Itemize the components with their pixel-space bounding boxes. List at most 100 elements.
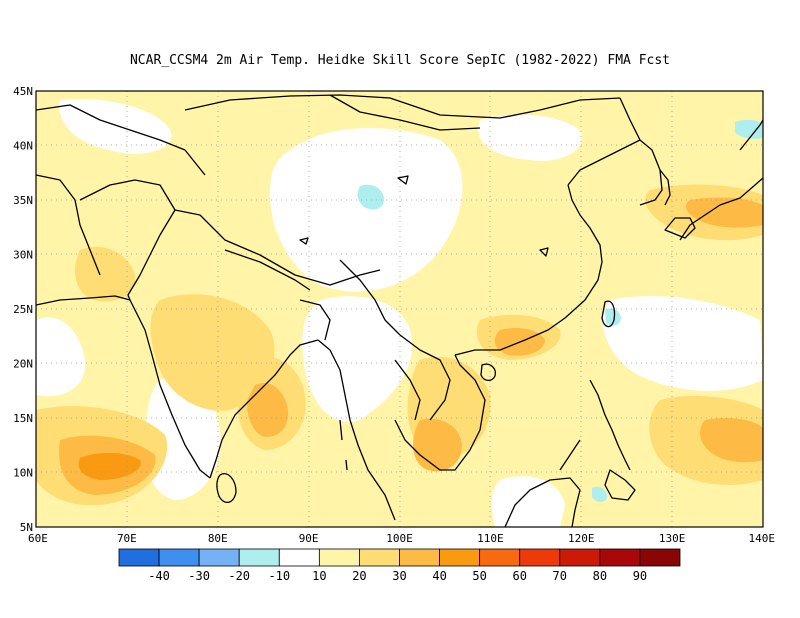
coast-hainan bbox=[480, 363, 496, 382]
border-india-pakistan bbox=[127, 254, 151, 301]
lon-tick-label: 90E bbox=[299, 532, 319, 545]
shade-40-bay-of-bengal bbox=[247, 382, 289, 437]
lon-tick-label: 130E bbox=[659, 532, 686, 545]
lat-tick-label: 20N bbox=[13, 358, 33, 371]
colorbar-tick-label: 90 bbox=[633, 569, 647, 583]
border-myanmar-china bbox=[339, 259, 401, 336]
shade-40-gulf-of-thailand bbox=[413, 418, 462, 472]
shade-white-indochina bbox=[302, 296, 412, 422]
lon-tick-label: 120E bbox=[568, 532, 595, 545]
colorbar-swatch bbox=[238, 548, 280, 567]
lat-tick-label: 40N bbox=[13, 140, 33, 153]
border-central-asia bbox=[36, 104, 206, 176]
colorbar-tick-label: -30 bbox=[188, 569, 210, 583]
coast-south-china bbox=[454, 279, 599, 356]
coast-kyushu-shikoku bbox=[664, 217, 696, 239]
colorbar-swatch bbox=[198, 548, 240, 567]
colorbar-swatch bbox=[599, 548, 641, 567]
latitude-tick-labels: 5N 10N 15N 20N 25N 30N 35N 40N 45N bbox=[13, 85, 33, 534]
colorbar-tick-label: 60 bbox=[512, 569, 526, 583]
shade-40-japan bbox=[685, 197, 763, 228]
colorbar-swatch bbox=[479, 548, 521, 567]
lat-tick-label: 25N bbox=[13, 303, 33, 316]
colorbar-swatch bbox=[559, 548, 601, 567]
coast-india-east bbox=[209, 339, 319, 479]
border-laos-vietnam bbox=[399, 334, 451, 421]
colorbar-tick-label: 70 bbox=[553, 569, 567, 583]
shade-neg-philippines bbox=[592, 486, 608, 503]
colorbar-tick-label: -40 bbox=[148, 569, 170, 583]
coast-luzon bbox=[589, 379, 631, 471]
colorbar-tick-label: 50 bbox=[472, 569, 486, 583]
shade-white-west-pacific bbox=[602, 296, 763, 391]
coast-india-west bbox=[144, 329, 211, 479]
border-afghanistan-pakistan bbox=[79, 179, 176, 256]
border-russia-china bbox=[184, 94, 621, 119]
colorbar-legend: -40 -30 -20 -10 10 20 30 40 50 60 70 80 90 bbox=[118, 548, 681, 583]
coast-andaman-islands bbox=[339, 419, 348, 471]
colorbar-swatch bbox=[439, 548, 481, 567]
map-plot-area bbox=[36, 91, 763, 527]
coast-bohai-korea bbox=[567, 139, 663, 206]
border-bangladesh bbox=[299, 299, 331, 341]
colorbar-swatch bbox=[399, 548, 440, 567]
longitude-tick-labels: 60E 70E 80E 90E 100E 110E 120E 130E 140E bbox=[28, 532, 775, 545]
lon-tick-label: 70E bbox=[117, 532, 137, 545]
shade-neg-korea-north bbox=[735, 119, 763, 139]
colorbar-swatch bbox=[519, 548, 561, 567]
border-nepal-bhutan bbox=[224, 249, 311, 291]
coast-indochina bbox=[394, 354, 486, 471]
shade-white-arabia-coast bbox=[36, 317, 86, 397]
lakes-tibet bbox=[299, 175, 549, 257]
coast-sri-lanka bbox=[216, 473, 237, 503]
shade-30-pakistan bbox=[75, 246, 136, 302]
shade-white-tibet bbox=[270, 128, 463, 292]
border-himalaya bbox=[174, 209, 381, 286]
coast-borneo bbox=[504, 477, 581, 527]
lon-tick-label: 110E bbox=[477, 532, 504, 545]
colorbar-tick-label: 40 bbox=[432, 569, 446, 583]
border-china-korea bbox=[619, 97, 641, 141]
coast-japan bbox=[679, 177, 763, 241]
lon-tick-label: 140E bbox=[749, 532, 776, 545]
colorbar-swatch bbox=[278, 548, 320, 567]
skill-shading bbox=[36, 99, 763, 527]
lat-tick-label: 10N bbox=[13, 467, 33, 480]
colorbar-swatch bbox=[158, 548, 200, 567]
lon-tick-label: 60E bbox=[28, 532, 48, 545]
graticule-grid bbox=[36, 91, 763, 527]
coast-japan-north bbox=[739, 119, 763, 151]
coast-palawan bbox=[559, 439, 581, 471]
shade-neg-taiwan-strait bbox=[605, 308, 621, 326]
lat-tick-label: 30N bbox=[13, 249, 33, 262]
coast-korea-east bbox=[659, 169, 671, 206]
colorbar-tick-label: 20 bbox=[352, 569, 366, 583]
colorbar-swatch bbox=[359, 548, 400, 567]
lat-tick-label: 5N bbox=[20, 521, 33, 534]
shade-50-arabian-sea-max bbox=[78, 452, 141, 480]
shade-white-borneo bbox=[491, 476, 565, 527]
lon-tick-label: 80E bbox=[208, 532, 228, 545]
coast-mindanao bbox=[604, 469, 636, 501]
map-frame bbox=[35, 90, 764, 528]
coastlines-and-borders bbox=[36, 94, 763, 527]
map-title: NCAR_CCSM4 2m Air Temp. Heidke Skill Sco… bbox=[130, 53, 670, 68]
coast-east-china bbox=[567, 184, 603, 281]
colorbar-swatch bbox=[318, 548, 360, 567]
colorbar-tick-label: 30 bbox=[392, 569, 406, 583]
shade-white-north-china bbox=[478, 114, 582, 161]
colorbar-tick-label: 80 bbox=[593, 569, 607, 583]
colorbar-swatch bbox=[639, 548, 681, 567]
colorbar-tick-label: -20 bbox=[228, 569, 250, 583]
colorbar-tick-label: -10 bbox=[268, 569, 290, 583]
border-thailand-cambodia bbox=[394, 359, 421, 421]
lon-tick-label: 100E bbox=[386, 532, 413, 545]
colorbar-tick-label: 10 bbox=[312, 569, 326, 583]
shade-40-philippine-sea bbox=[700, 417, 763, 463]
border-mongolia bbox=[329, 94, 481, 131]
coast-taiwan bbox=[601, 300, 616, 328]
lat-tick-label: 45N bbox=[13, 85, 33, 98]
colorbar-swatch bbox=[118, 548, 160, 567]
lat-tick-label: 15N bbox=[13, 412, 33, 425]
